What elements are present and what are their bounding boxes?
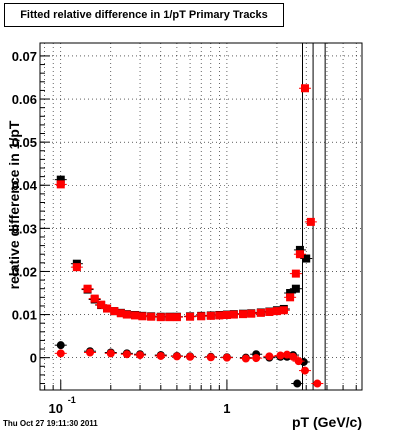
data-point-circle	[206, 353, 215, 362]
data-point-square	[300, 84, 309, 93]
data-point-square	[291, 269, 300, 278]
y-tick-label: 0.05	[12, 135, 37, 150]
data-point-square	[239, 310, 248, 319]
data-point-square	[229, 310, 238, 319]
y-tick-label: 0.03	[12, 221, 37, 236]
data-point-square	[206, 311, 215, 320]
data-point-square	[306, 217, 315, 226]
data-point-square	[286, 293, 295, 302]
data-point-circle	[241, 354, 250, 363]
data-point-circle	[300, 366, 309, 375]
data-point-circle	[293, 379, 302, 388]
data-point-square	[172, 313, 181, 322]
data-point-square	[272, 307, 281, 316]
y-tick-label: 0	[30, 351, 37, 366]
data-point-circle	[172, 352, 181, 361]
data-point-square	[97, 300, 106, 309]
data-point-circle	[156, 351, 165, 360]
data-point-square	[291, 284, 300, 293]
data-point-square	[165, 313, 174, 322]
data-point-circle	[265, 352, 274, 361]
x-tick-label: 10	[49, 401, 63, 416]
data-point-square	[90, 294, 99, 303]
data-point-square	[197, 312, 206, 321]
y-tick-label: 0.02	[12, 264, 37, 279]
data-point-circle	[106, 349, 115, 358]
timestamp: Thu Oct 27 19:11:30 2011	[3, 419, 98, 428]
data-points	[54, 84, 324, 388]
data-point-circle	[222, 353, 231, 362]
data-point-square	[186, 312, 195, 321]
data-point-square	[295, 245, 304, 254]
y-tick-label: 0.07	[12, 49, 37, 64]
y-tick-label: 0.06	[12, 92, 37, 107]
vertical-marker-lines	[302, 43, 326, 390]
data-point-circle	[186, 352, 195, 361]
data-point-square	[156, 313, 165, 322]
data-point-square	[279, 306, 288, 315]
data-point-square	[215, 311, 224, 320]
chart-title: Fitted relative difference in 1/pT Prima…	[20, 9, 268, 21]
data-point-square	[138, 312, 147, 321]
data-point-circle	[252, 354, 261, 363]
y-axis-title: relative difference in 1/pT	[6, 120, 22, 289]
data-point-square	[72, 263, 81, 272]
data-point-square	[147, 312, 156, 321]
data-point-circle	[56, 349, 65, 358]
data-point-square	[222, 310, 231, 319]
y-tick-label: 0.01	[12, 308, 37, 323]
data-point-square	[247, 309, 256, 318]
x-axis-title: pT (GeV/c)	[292, 414, 362, 430]
grid-lines	[40, 43, 362, 390]
data-point-square	[103, 304, 112, 313]
data-point-circle	[136, 351, 145, 360]
data-point-square	[110, 307, 119, 316]
x-tick-label: 1	[223, 401, 230, 416]
data-point-square	[56, 175, 65, 184]
data-point-circle	[86, 348, 95, 357]
data-point-square	[131, 311, 140, 320]
data-point-square	[122, 310, 131, 319]
data-point-square	[302, 254, 311, 263]
data-point-circle	[313, 379, 322, 388]
data-point-square	[116, 309, 125, 318]
data-point-circle	[276, 351, 285, 360]
chart-title-box: Fitted relative difference in 1/pT Prima…	[4, 3, 284, 27]
data-point-circle	[294, 357, 303, 366]
data-point-circle	[56, 341, 65, 350]
data-point-square	[265, 307, 274, 316]
data-point-circle	[289, 352, 298, 361]
data-point-square	[56, 180, 65, 189]
x-tick-exponent: -1	[68, 395, 76, 405]
data-point-square	[256, 308, 265, 317]
data-point-circle	[122, 350, 131, 359]
data-point-square	[295, 250, 304, 259]
data-point-square	[83, 284, 92, 293]
y-tick-label: 0.04	[12, 178, 38, 193]
data-point-square	[286, 289, 295, 298]
